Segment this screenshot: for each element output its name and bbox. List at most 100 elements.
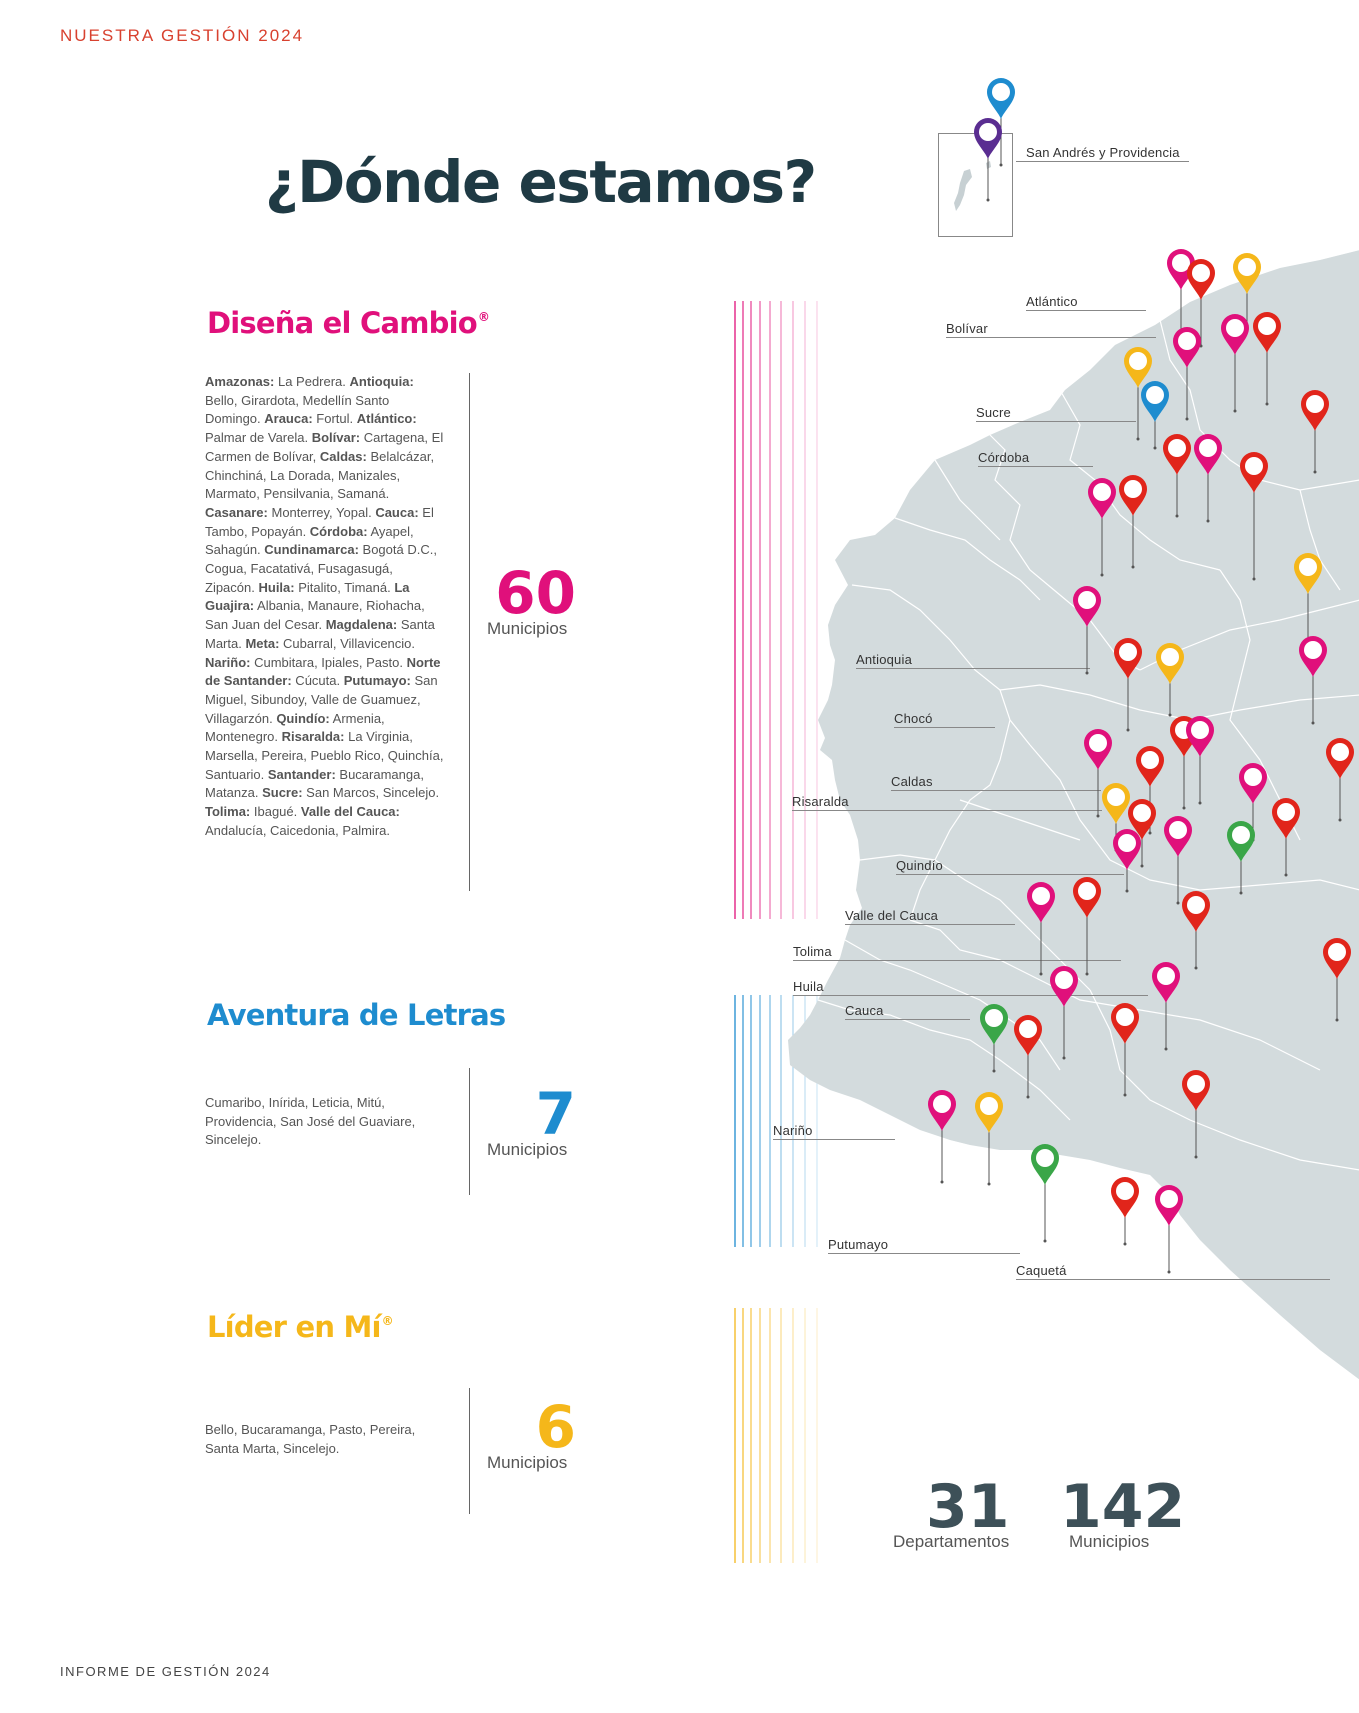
leader-line: [845, 1019, 970, 1020]
department-towns: San Marcos, Sincelejo.: [302, 785, 440, 801]
map-pin-icon: [1155, 1185, 1183, 1274]
divider: [469, 1388, 470, 1514]
map-pin-icon: [1253, 312, 1281, 406]
map-pin-icon: [1294, 553, 1322, 642]
map-pin-icon: [1187, 259, 1215, 348]
map-pin-icon: [1014, 1015, 1042, 1099]
disena-count-label: Municipios: [487, 619, 568, 638]
map-pin-icon: [1326, 738, 1354, 822]
map-label-sucre: Sucre: [976, 405, 1011, 420]
department-name: Huila:: [258, 579, 295, 595]
map-pin-icon: [1084, 729, 1112, 818]
map-label-quindio: Quindío: [896, 858, 943, 873]
map-pin-icon: [1272, 798, 1300, 877]
map-pin-icon: [1050, 966, 1078, 1060]
department-name: Nariño:: [205, 654, 251, 670]
map-pin-icon: [975, 1092, 1003, 1186]
island-shape: [954, 161, 991, 211]
map-pin-icon: [1152, 962, 1180, 1051]
department-towns: Palmar de Varela.: [205, 430, 312, 446]
departments-count: 31: [926, 1472, 1010, 1542]
map-pin-icon: [1111, 1003, 1139, 1097]
disena-count: 60: [495, 559, 576, 627]
map-pin-icon: [1299, 636, 1327, 725]
map-pin-icon: [1113, 829, 1141, 893]
map-pin-icon: [1088, 478, 1116, 577]
map-label-san-andres: San Andrés y Providencia: [1026, 145, 1180, 160]
department-name: Bolívar:: [311, 430, 361, 446]
colombia-map: [788, 250, 1359, 1380]
aventura-count-label: Municipios: [487, 1140, 568, 1159]
map-pin-icon: [1173, 327, 1201, 421]
department-name: Tolima:: [205, 804, 251, 820]
map-pin-icon: [1111, 1177, 1139, 1246]
department-name: Quindío:: [276, 710, 330, 726]
department-name: Córdoba:: [309, 523, 368, 539]
leader-line: [773, 1139, 895, 1140]
lider-count: 6: [535, 1393, 576, 1461]
program-title-lider: Líder en Mí®: [207, 1310, 394, 1344]
leader-line: [891, 790, 1101, 791]
map-label-risaralda: Risaralda: [792, 794, 849, 809]
lider-stripes: [733, 1308, 828, 1563]
lider-municipality-list: Bello, Bucaramanga, Pasto, Pereira, Sant…: [205, 1422, 416, 1456]
map-pin-icon: [980, 1004, 1008, 1073]
map-pin-icon: [1156, 643, 1184, 717]
department-name: Putumayo:: [343, 673, 411, 689]
map-pin-icon: [1239, 763, 1267, 842]
department-name: Santander:: [267, 766, 336, 782]
leader-line: [978, 466, 1093, 467]
map-label-cordoba: Córdoba: [978, 450, 1030, 465]
department-towns: Belalcázar, Chinchiná, La Dorada, Maniza…: [205, 448, 435, 502]
divider: [469, 373, 470, 891]
map-pin-icon: [1073, 877, 1101, 976]
map-label-cauca: Cauca: [845, 1003, 884, 1018]
map-pin-icon: [1141, 381, 1169, 450]
map-pin-icon: [1164, 816, 1192, 905]
leader-line: [976, 421, 1136, 422]
map-label-antioquia: Antioquia: [856, 652, 913, 667]
department-name: Antioquia:: [349, 374, 414, 389]
department-towns: El Tambo, Popayán.: [205, 504, 434, 539]
leader-line: [1016, 1279, 1330, 1280]
department-name: Sucre:: [262, 785, 303, 801]
department-towns: Ibagué.: [250, 804, 301, 820]
department-towns: Santa Marta.: [205, 617, 435, 651]
map-pin-icon: [1182, 891, 1210, 970]
map-label-putumayo: Putumayo: [828, 1237, 889, 1252]
departments-label: Departamentos: [893, 1532, 1010, 1551]
leader-line: [1016, 161, 1189, 162]
department-name: Valle del Cauca:: [300, 804, 400, 820]
map-pin-icon: [1240, 452, 1268, 581]
department-towns: San Miguel, Sibundoy, Valle de Guamuez, …: [205, 673, 438, 726]
leader-line: [828, 1253, 1020, 1254]
map-pin-icon: [1227, 821, 1255, 895]
municipalities-label: Municipios: [1069, 1532, 1150, 1551]
leader-line: [1026, 310, 1146, 311]
map-pin-icon: [1221, 314, 1249, 413]
department-name: Cundinamarca:: [264, 542, 359, 558]
map-label-choco: Chocó: [894, 711, 933, 726]
map-pin-icon: [1163, 434, 1191, 518]
department-name: La Guajira:: [205, 579, 410, 614]
leader-line: [896, 874, 1124, 875]
map-pin-icon: [1194, 434, 1222, 523]
map-pin-icon: [974, 118, 1002, 202]
department-towns: Cubarral, Villavicencio.: [279, 635, 416, 651]
leader-line: [894, 727, 995, 728]
department-name: Arauca:: [264, 411, 313, 427]
department-towns: Bogotá D.C., Cogua, Facatativá, Fusagasu…: [205, 542, 437, 595]
map-label-atlantico: Atlántico: [1026, 294, 1078, 309]
disena-stripes: [733, 301, 828, 919]
map-pin-icon: [1031, 1144, 1059, 1243]
map-label-tolima: Tolima: [793, 944, 832, 959]
department-name: Meta:: [245, 635, 280, 651]
department-towns: Bello, Girardota, Medellín Santo Domingo…: [205, 392, 390, 427]
program-title-aventura: Aventura de Letras: [207, 998, 506, 1032]
header-text: NUESTRA GESTIÓN 2024: [60, 26, 305, 45]
aventura-count: 7: [535, 1080, 576, 1148]
footer-text: INFORME DE GESTIÓN 2024: [60, 1664, 271, 1679]
department-name: Magdalena:: [325, 617, 398, 633]
department-towns: Cartagena, El Carmen de Bolívar,: [205, 430, 444, 464]
leader-line: [793, 995, 1148, 996]
